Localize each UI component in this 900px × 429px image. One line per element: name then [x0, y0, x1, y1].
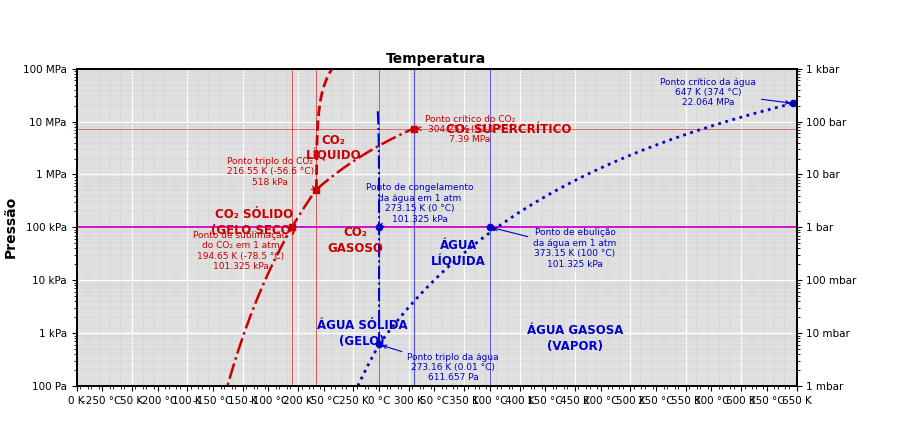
Text: CO₂
LÍQUIDO: CO₂ LÍQUIDO	[306, 133, 361, 163]
Text: Ponto crítico da água
647 K (374 °C)
22.064 MPa: Ponto crítico da água 647 K (374 °C) 22.…	[660, 78, 789, 107]
Text: ÁGUA GASOSA
(VAPOR): ÁGUA GASOSA (VAPOR)	[526, 324, 623, 353]
Text: ÁGUA SÓLIDA
(GELO): ÁGUA SÓLIDA (GELO)	[317, 319, 408, 347]
Y-axis label: Pressão: Pressão	[4, 196, 17, 259]
Text: Ponto de ebulição
da água em 1 atm
373.15 K (100 °C)
101.325 kPa: Ponto de ebulição da água em 1 atm 373.1…	[494, 227, 616, 269]
Text: Ponto crítico do CO₂
304.25 K (31.1 °C)
7.39 MPa: Ponto crítico do CO₂ 304.25 K (31.1 °C) …	[418, 115, 515, 145]
Text: CO₂ SÓLIDO
(GELO SECO): CO₂ SÓLIDO (GELO SECO)	[212, 208, 296, 236]
Text: Ponto de sublimação
do CO₂ em 1 atm
194.65 K (-78.5 °C)
101.325 kPa: Ponto de sublimação do CO₂ em 1 atm 194.…	[194, 227, 292, 271]
Text: Ponto de congelamento
da água em 1 atm
273.15 K (0 °C)
101.325 kPa: Ponto de congelamento da água em 1 atm 2…	[366, 184, 473, 227]
Text: Ponto triplo da água
273.16 K (0.01 °C)
611.657 Pa: Ponto triplo da água 273.16 K (0.01 °C) …	[382, 345, 499, 383]
Text: ÁGUA
LÍQUIDA: ÁGUA LÍQUIDA	[431, 239, 486, 268]
Text: CO₂ SUPERCRÍTICO: CO₂ SUPERCRÍTICO	[446, 123, 572, 136]
Text: Ponto triplo do CO₂
216.55 K (-56.6 °C)
518 kPa: Ponto triplo do CO₂ 216.55 K (-56.6 °C) …	[227, 157, 316, 190]
X-axis label: Temperatura: Temperatura	[386, 52, 487, 66]
Text: CO₂
GASOSO: CO₂ GASOSO	[328, 226, 383, 255]
